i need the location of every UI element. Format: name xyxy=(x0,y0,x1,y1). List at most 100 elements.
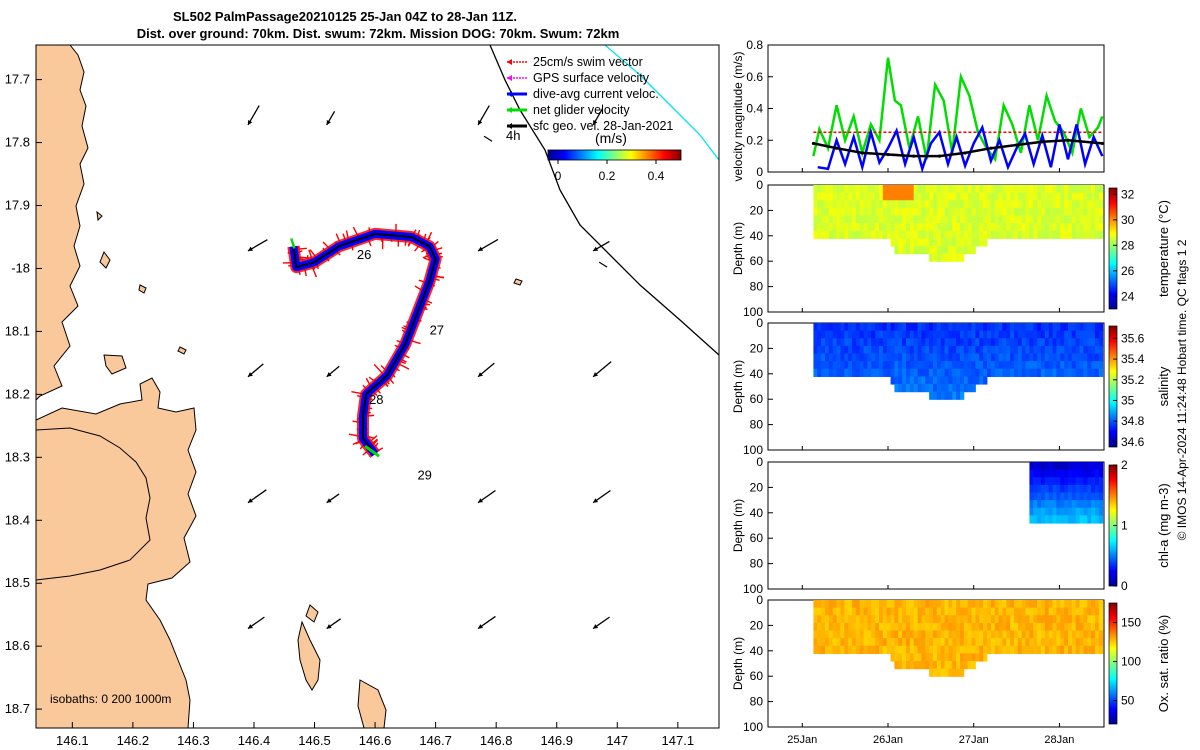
heatmap-cell xyxy=(936,622,942,632)
heatmap-cell xyxy=(1079,215,1084,224)
heatmap-cell xyxy=(871,645,876,654)
heatmap-cell xyxy=(1044,230,1050,239)
heatmap-cell xyxy=(1041,368,1046,377)
heatmap-cell xyxy=(987,215,992,224)
heatmap-cell xyxy=(867,223,872,232)
heatmap-cell xyxy=(1041,607,1046,616)
heatmap-cell xyxy=(855,368,861,377)
heatmap-cell xyxy=(983,638,988,647)
heatmap-cell xyxy=(894,660,899,670)
heatmap-cell xyxy=(1025,223,1030,232)
heatmap-cell xyxy=(1052,185,1057,194)
heatmap-cell xyxy=(1033,484,1038,494)
heatmap-cell xyxy=(994,338,999,347)
heatmap-cell xyxy=(956,638,961,647)
geo-point xyxy=(811,141,816,146)
heatmap-cell xyxy=(967,368,972,377)
heatmap-cell xyxy=(828,185,834,194)
heatmap-cell xyxy=(906,192,911,201)
heatmap-cell xyxy=(956,600,961,609)
heatmap-cell xyxy=(1075,600,1080,609)
heatmap-cell xyxy=(871,622,876,632)
map-colorbar xyxy=(547,149,682,161)
heatmap-cell xyxy=(886,630,891,639)
heatmap-cell xyxy=(1087,230,1092,239)
heatmap-cell xyxy=(1091,215,1096,224)
heatmap-cell xyxy=(940,391,945,400)
heatmap-cell xyxy=(948,615,953,624)
heatmap-cell xyxy=(1083,507,1088,516)
heatmap-cell xyxy=(983,368,988,377)
heatmap-cell xyxy=(956,622,961,632)
heatmap-cell xyxy=(909,200,915,209)
heatmap-cell xyxy=(902,638,907,647)
heatmap-cell xyxy=(848,638,853,647)
heatmap-cell xyxy=(940,660,945,670)
heatmap-cell xyxy=(933,391,938,400)
heatmap-cell xyxy=(913,345,918,355)
heatmap-cell xyxy=(1068,361,1073,370)
heatmap-cell xyxy=(963,185,969,194)
heatmap-cell xyxy=(1037,353,1042,362)
heatmap-cell xyxy=(994,230,999,239)
heatmap-cell xyxy=(921,245,926,255)
heatmap-cell xyxy=(1052,492,1057,501)
heatmap-cell xyxy=(944,230,949,239)
heatmap-cell xyxy=(817,615,822,624)
heatmap-cell xyxy=(898,630,903,639)
heatmap-cell xyxy=(1017,645,1023,654)
heatmap-cell xyxy=(1033,515,1038,524)
depth-tick-label: 0 xyxy=(756,316,763,330)
heatmap-cell xyxy=(867,207,872,217)
heatmap-cell xyxy=(933,215,938,224)
heatmap-cell xyxy=(1029,361,1034,370)
heatmap-cell xyxy=(990,330,996,339)
heatmap-cell xyxy=(994,185,999,194)
heatmap-cell xyxy=(1014,368,1019,377)
heatmap-cell xyxy=(813,230,818,239)
heatmap-cell xyxy=(917,638,922,647)
geo-vector-arrow xyxy=(477,362,495,378)
heatmap-cell xyxy=(902,653,907,662)
heatmap-cell xyxy=(936,330,942,339)
heatmap-cell xyxy=(921,383,926,393)
heatmap-cell xyxy=(871,330,876,339)
heatmap-cell xyxy=(952,391,957,400)
heatmap-cell xyxy=(1083,207,1088,217)
heatmap-cell xyxy=(871,368,876,377)
heatmap-cell xyxy=(1098,607,1104,616)
heatmap-cell xyxy=(987,207,992,217)
heatmap-cell xyxy=(867,185,872,194)
heatmap-cell xyxy=(929,668,934,677)
heatmap-cell xyxy=(1041,338,1046,347)
heatmap-cell xyxy=(1041,515,1046,524)
heatmap-cell xyxy=(867,368,872,377)
heatmap-cell xyxy=(963,200,969,209)
heatmap-cell xyxy=(1083,500,1088,509)
heatmap-cell xyxy=(1087,600,1092,609)
heatmap-cell xyxy=(925,323,930,332)
heatmap-cell xyxy=(1033,622,1038,632)
heatmap-cell xyxy=(1048,368,1053,377)
heatmap-cell xyxy=(929,245,934,255)
depth-tick-label: 80 xyxy=(750,695,764,709)
lat-tick-label: -18 xyxy=(11,260,30,275)
heatmap-cell xyxy=(1025,192,1030,201)
heatmap-cell xyxy=(821,368,826,377)
heatmap-cell xyxy=(875,323,880,332)
heatmap-cell xyxy=(971,600,976,609)
heatmap-cell xyxy=(963,368,969,377)
heatmap-cell xyxy=(1071,185,1077,194)
heatmap-cell xyxy=(960,345,965,355)
heatmap-cell xyxy=(1079,230,1084,239)
heatmap-cell xyxy=(863,207,868,217)
heatmap-cell xyxy=(882,638,888,647)
map-latitude-axis: 17.717.817.9-1818.118.218.318.418.518.61… xyxy=(5,72,42,716)
heatmap-cell xyxy=(1014,215,1019,224)
heatmap-cell xyxy=(1010,361,1015,370)
heatmap-cell xyxy=(1071,345,1077,355)
heatmap-cell xyxy=(936,645,942,654)
heatmap-cell xyxy=(840,615,845,624)
heatmap-cell xyxy=(828,338,834,347)
heatmap-cell xyxy=(871,223,876,232)
